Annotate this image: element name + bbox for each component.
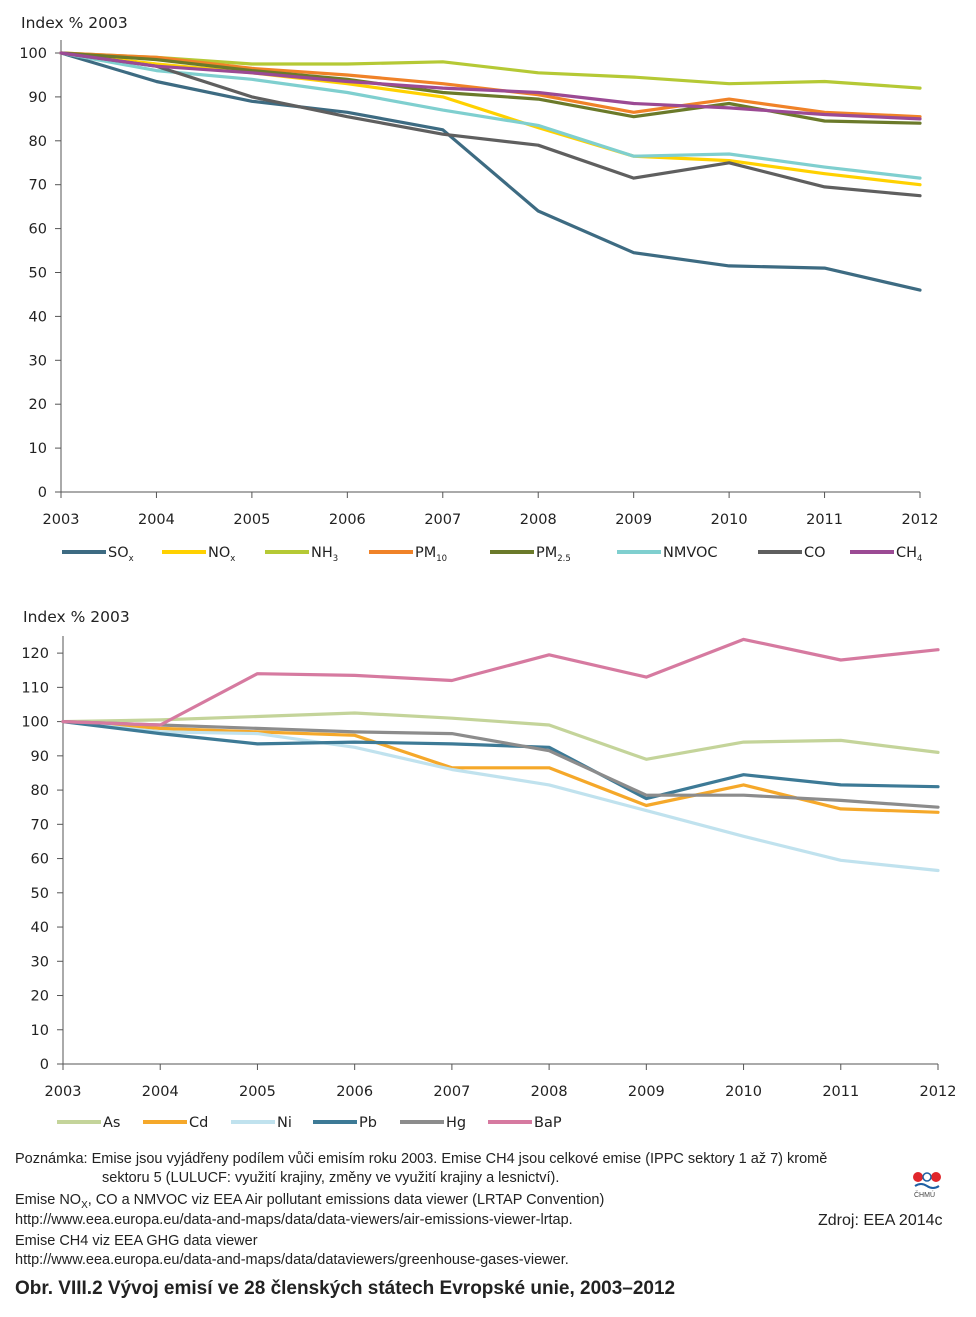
x-tick-label: 2008 — [520, 512, 557, 528]
y-axis-label: Index % 2003 — [23, 608, 130, 626]
legend-label: As — [103, 1115, 120, 1131]
series-line-ni — [61, 719, 940, 873]
y-tick-label: 100 — [21, 715, 49, 731]
x-tick-label: 2012 — [920, 1084, 957, 1100]
series-line-nh3 — [59, 51, 922, 90]
y-tick-label: 70 — [31, 817, 49, 833]
x-tick-label: 2009 — [615, 512, 652, 528]
x-tick-label: 2011 — [806, 512, 843, 528]
y-tick-label: 60 — [29, 222, 47, 238]
y-axis-label: Index % 2003 — [21, 14, 128, 32]
series-line-sox — [59, 51, 922, 292]
x-tick-label: 2006 — [329, 512, 366, 528]
y-tick-label: 60 — [31, 852, 49, 868]
x-tick-label: 2003 — [45, 1084, 82, 1100]
y-tick-label: 90 — [29, 90, 47, 106]
series-line-co — [59, 51, 922, 198]
x-tick-label: 2003 — [43, 512, 80, 528]
y-tick-label: 20 — [29, 397, 47, 413]
y-tick-label: 90 — [31, 749, 49, 765]
y-tick-label: 50 — [31, 886, 49, 902]
x-tick-label: 2004 — [138, 512, 175, 528]
legend-label: PM10 — [415, 545, 447, 564]
note-line-1: Poznámka: Emise jsou vyjádřeny podílem v… — [15, 1151, 828, 1167]
y-tick-label: 40 — [31, 920, 49, 936]
x-tick-label: 2010 — [711, 512, 748, 528]
y-tick-label: 30 — [31, 954, 49, 970]
emissions-chart-2: Index % 2003 0 10 20 30 40 50 60 70 80 90 100 110 120… — [21, 608, 957, 1131]
y-tick-label: 110 — [21, 680, 49, 696]
series-line-as — [61, 711, 940, 761]
source-label: Zdroj: EEA 2014c — [818, 1212, 943, 1229]
legend-label: Hg — [446, 1115, 466, 1131]
x-tick-label: 2010 — [725, 1084, 762, 1100]
logo-label: ČHMÚ — [914, 1192, 935, 1199]
legend-label: Cd — [189, 1115, 208, 1131]
x-tick-label: 2004 — [142, 1084, 179, 1100]
y-tick-label: 0 — [38, 485, 47, 501]
legend-label: SOx — [108, 545, 134, 564]
note-line-3: Emise NOX, CO a NMVOC viz EEA Air pollut… — [15, 1192, 605, 1211]
x-tick-label: 2007 — [433, 1084, 470, 1100]
y-tick-label: 100 — [19, 46, 47, 62]
x-tick-label: 2012 — [902, 512, 939, 528]
series-line-bap — [61, 637, 940, 727]
y-tick-label: 50 — [29, 266, 47, 282]
x-tick-label: 2009 — [628, 1084, 665, 1100]
legend-label: PM2.5 — [536, 545, 571, 564]
x-tick-label: 2008 — [531, 1084, 568, 1100]
note-line-2: sektoru 5 (LULUCF: využití krajiny, změn… — [102, 1170, 560, 1186]
legend-label: BaP — [534, 1115, 562, 1131]
series-line-ch4 — [59, 51, 922, 121]
x-tick-label: 2007 — [424, 512, 461, 528]
y-tick-label: 10 — [29, 441, 47, 457]
legend-label: CH4 — [896, 545, 922, 564]
legend-label: CO — [804, 545, 826, 561]
legend-label: Pb — [359, 1115, 377, 1131]
y-tick-label: 120 — [21, 646, 49, 662]
y-tick-label: 20 — [31, 989, 49, 1005]
series-line-hg — [61, 719, 940, 809]
y-tick-label: 40 — [29, 309, 47, 325]
x-tick-label: 2005 — [239, 1084, 276, 1100]
note-line-5: Emise CH4 viz EEA GHG data viewer — [15, 1233, 258, 1249]
y-tick-label: 10 — [31, 1023, 49, 1039]
legend-label: NMVOC — [663, 545, 718, 561]
legend-label: Ni — [277, 1115, 292, 1131]
emissions-chart-1: Index % 2003 0 10 20 30 40 50 60 70 80 90 100 2003 20… — [19, 14, 939, 564]
y-tick-label: 80 — [29, 134, 47, 150]
series-line-pb — [61, 719, 940, 801]
x-tick-label: 2005 — [233, 512, 270, 528]
chmu-logo-icon — [913, 1172, 941, 1189]
legend-label: NH3 — [311, 545, 338, 564]
x-tick-label: 2006 — [336, 1084, 373, 1100]
y-tick-label: 0 — [40, 1057, 49, 1073]
note-line-6: http://www.eea.europa.eu/data-and-maps/d… — [15, 1252, 569, 1268]
x-tick-label: 2011 — [822, 1084, 859, 1100]
series-line-nmvoc — [59, 51, 922, 180]
legend-label: NOx — [208, 545, 235, 564]
y-tick-label: 30 — [29, 353, 47, 369]
figure-caption: Obr. VIII.2 Vývoj emisí ve 28 členských … — [15, 1278, 676, 1299]
note-line-4: http://www.eea.europa.eu/data-and-maps/d… — [15, 1212, 573, 1228]
y-tick-label: 80 — [31, 783, 49, 799]
y-tick-label: 70 — [29, 178, 47, 194]
